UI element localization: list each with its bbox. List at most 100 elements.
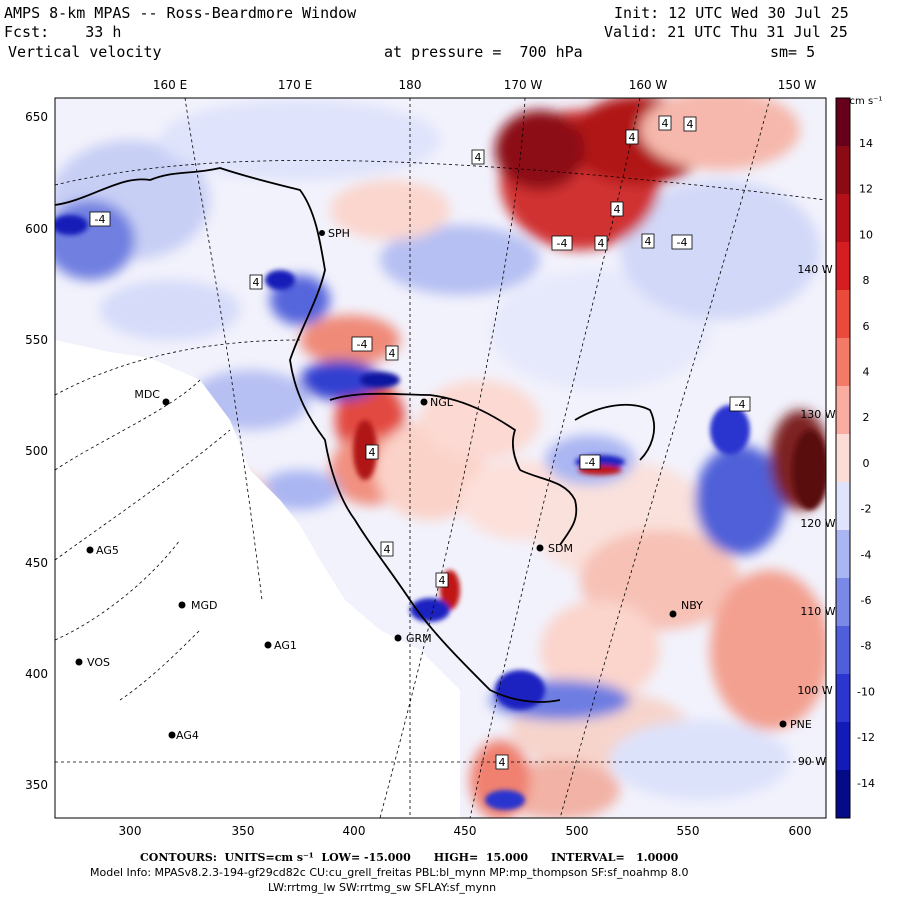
svg-text:4: 4 bbox=[662, 117, 669, 130]
svg-text:MDC: MDC bbox=[134, 388, 160, 401]
x-tick-350: 350 bbox=[232, 824, 255, 838]
station-sph: SPH bbox=[319, 227, 350, 240]
y-tick-400: 400 bbox=[25, 667, 48, 681]
svg-text:4: 4 bbox=[439, 574, 446, 587]
colorbar-tick-label: 6 bbox=[863, 320, 870, 333]
lon-label-160w: 160 W bbox=[629, 78, 668, 92]
svg-text:4: 4 bbox=[475, 151, 482, 164]
contour-label: 4 bbox=[471, 149, 485, 165]
svg-text:MGD: MGD bbox=[191, 599, 218, 612]
model-info-2: LW:rrtmg_lw SW:rrtmg_sw SFLAY:sf_mynn bbox=[268, 881, 497, 894]
colorbar-swatch bbox=[836, 626, 850, 675]
svg-text:-4: -4 bbox=[95, 213, 106, 226]
colorbar-swatch bbox=[836, 530, 850, 579]
svg-text:NBY: NBY bbox=[681, 599, 703, 612]
lon-label-180: 180 bbox=[399, 78, 422, 92]
lon-label-150w: 150 W bbox=[778, 78, 817, 92]
coastline bbox=[54, 167, 655, 703]
x-tick-300: 300 bbox=[119, 824, 142, 838]
colorbar-swatch bbox=[836, 338, 850, 387]
masked-terrain-area bbox=[55, 340, 460, 818]
colorbar-tick-label: -12 bbox=[857, 731, 875, 744]
colorbar-tick-label: -6 bbox=[861, 594, 872, 607]
contour-label: 4 bbox=[641, 233, 655, 249]
svg-text:4: 4 bbox=[598, 237, 605, 250]
contour-label: -4 bbox=[89, 211, 111, 227]
contour-info: CONTOURS: UNITS=cm s⁻¹ LOW= -15.000 HIGH… bbox=[140, 851, 679, 864]
station-nby: NBY bbox=[669, 599, 703, 618]
lon-label-160e: 160 E bbox=[153, 78, 187, 92]
contour-label: 4 bbox=[610, 201, 624, 217]
graticule bbox=[54, 97, 827, 819]
y-tick-650: 650 bbox=[25, 110, 48, 124]
smoothing-label: sm= 5 bbox=[770, 43, 816, 61]
lon-label-140w: 140 W bbox=[797, 263, 832, 276]
y-tick-550: 550 bbox=[25, 333, 48, 347]
y-tick-350: 350 bbox=[25, 778, 48, 792]
svg-text:PNE: PNE bbox=[790, 718, 812, 731]
colorbar-swatch bbox=[836, 578, 850, 627]
colorbar-tick-label: -2 bbox=[861, 503, 872, 516]
station-layer: MDC AG5 MGD AG1 VOS AG4 NGL SDM GRM NBY … bbox=[75, 227, 812, 742]
x-tick-600: 600 bbox=[789, 824, 812, 838]
svg-text:4: 4 bbox=[499, 756, 506, 769]
svg-text:GRM: GRM bbox=[406, 632, 432, 645]
station-ag1: AG1 bbox=[264, 639, 297, 652]
svg-text:4: 4 bbox=[384, 543, 391, 556]
svg-text:AG4: AG4 bbox=[176, 729, 199, 742]
colorbar-swatch bbox=[836, 98, 850, 147]
svg-text:4: 4 bbox=[645, 235, 652, 248]
colorbar-tick-label: -10 bbox=[857, 685, 875, 698]
svg-text:4: 4 bbox=[629, 131, 636, 144]
colorbar-swatch bbox=[836, 386, 850, 435]
contour-label: 4 bbox=[385, 345, 399, 361]
svg-text:-4: -4 bbox=[735, 398, 746, 411]
svg-text:SPH: SPH bbox=[328, 227, 350, 240]
station-mdc: MDC bbox=[134, 388, 170, 406]
contour-label: -4 bbox=[579, 454, 601, 470]
contour-label: 4 bbox=[495, 754, 509, 770]
colorbar-swatch bbox=[836, 722, 850, 771]
colorbar-swatch bbox=[836, 146, 850, 195]
colorbar-tick-label: 10 bbox=[859, 228, 873, 241]
contour-label: -4 bbox=[551, 235, 573, 251]
svg-text:-4: -4 bbox=[557, 237, 568, 250]
contour-label: 4 bbox=[625, 129, 639, 145]
station-pne: PNE bbox=[779, 718, 812, 731]
colorbar-swatch bbox=[836, 290, 850, 339]
colorbar-swatch bbox=[836, 434, 850, 483]
contour-label: 4 bbox=[658, 115, 672, 131]
svg-text:AG1: AG1 bbox=[274, 639, 297, 652]
svg-text:4: 4 bbox=[687, 118, 694, 131]
station-sdm: SDM bbox=[536, 542, 573, 555]
x-tick-500: 500 bbox=[566, 824, 589, 838]
station-ngl: NGL bbox=[420, 396, 454, 409]
svg-text:NGL: NGL bbox=[430, 396, 454, 409]
x-tick-450: 450 bbox=[454, 824, 477, 838]
contour-label: 4 bbox=[435, 572, 449, 588]
contour-label-layer: 4 4 4 4 -4 4 -4 4 4 -4 4 -4 4 4 -4 -4 4 4 4 bbox=[89, 115, 751, 770]
colorbar-tick-label: 12 bbox=[859, 183, 873, 196]
x-tick-550: 550 bbox=[677, 824, 700, 838]
svg-text:-4: -4 bbox=[357, 338, 368, 351]
colorbar bbox=[836, 98, 850, 819]
svg-text:-4: -4 bbox=[677, 236, 688, 249]
svg-text:4: 4 bbox=[389, 347, 396, 360]
svg-text:VOS: VOS bbox=[87, 656, 110, 669]
colorbar-swatch bbox=[836, 242, 850, 291]
title-line: AMPS 8-km MPAS -- Ross-Beardmore Window bbox=[4, 4, 357, 22]
colorbar-labels: 14 12 10 8 6 4 2 0 -2 -4 -6 -8 -10 -12 -14 bbox=[857, 137, 875, 790]
lon-label-130w: 130 W bbox=[800, 408, 835, 421]
lon-label-90w: 90 W bbox=[798, 755, 826, 768]
lon-label-170w: 170 W bbox=[504, 78, 543, 92]
contour-label: 4 bbox=[594, 235, 608, 251]
station-vos: VOS bbox=[75, 656, 110, 669]
contour-label: 4 bbox=[380, 541, 394, 557]
colorbar-tick-label: -4 bbox=[861, 548, 872, 561]
svg-text:4: 4 bbox=[253, 276, 260, 289]
svg-text:4: 4 bbox=[369, 446, 376, 459]
station-ag5: AG5 bbox=[86, 544, 119, 557]
colorbar-swatch bbox=[836, 482, 850, 531]
colorbar-tick-label: 0 bbox=[863, 457, 870, 470]
